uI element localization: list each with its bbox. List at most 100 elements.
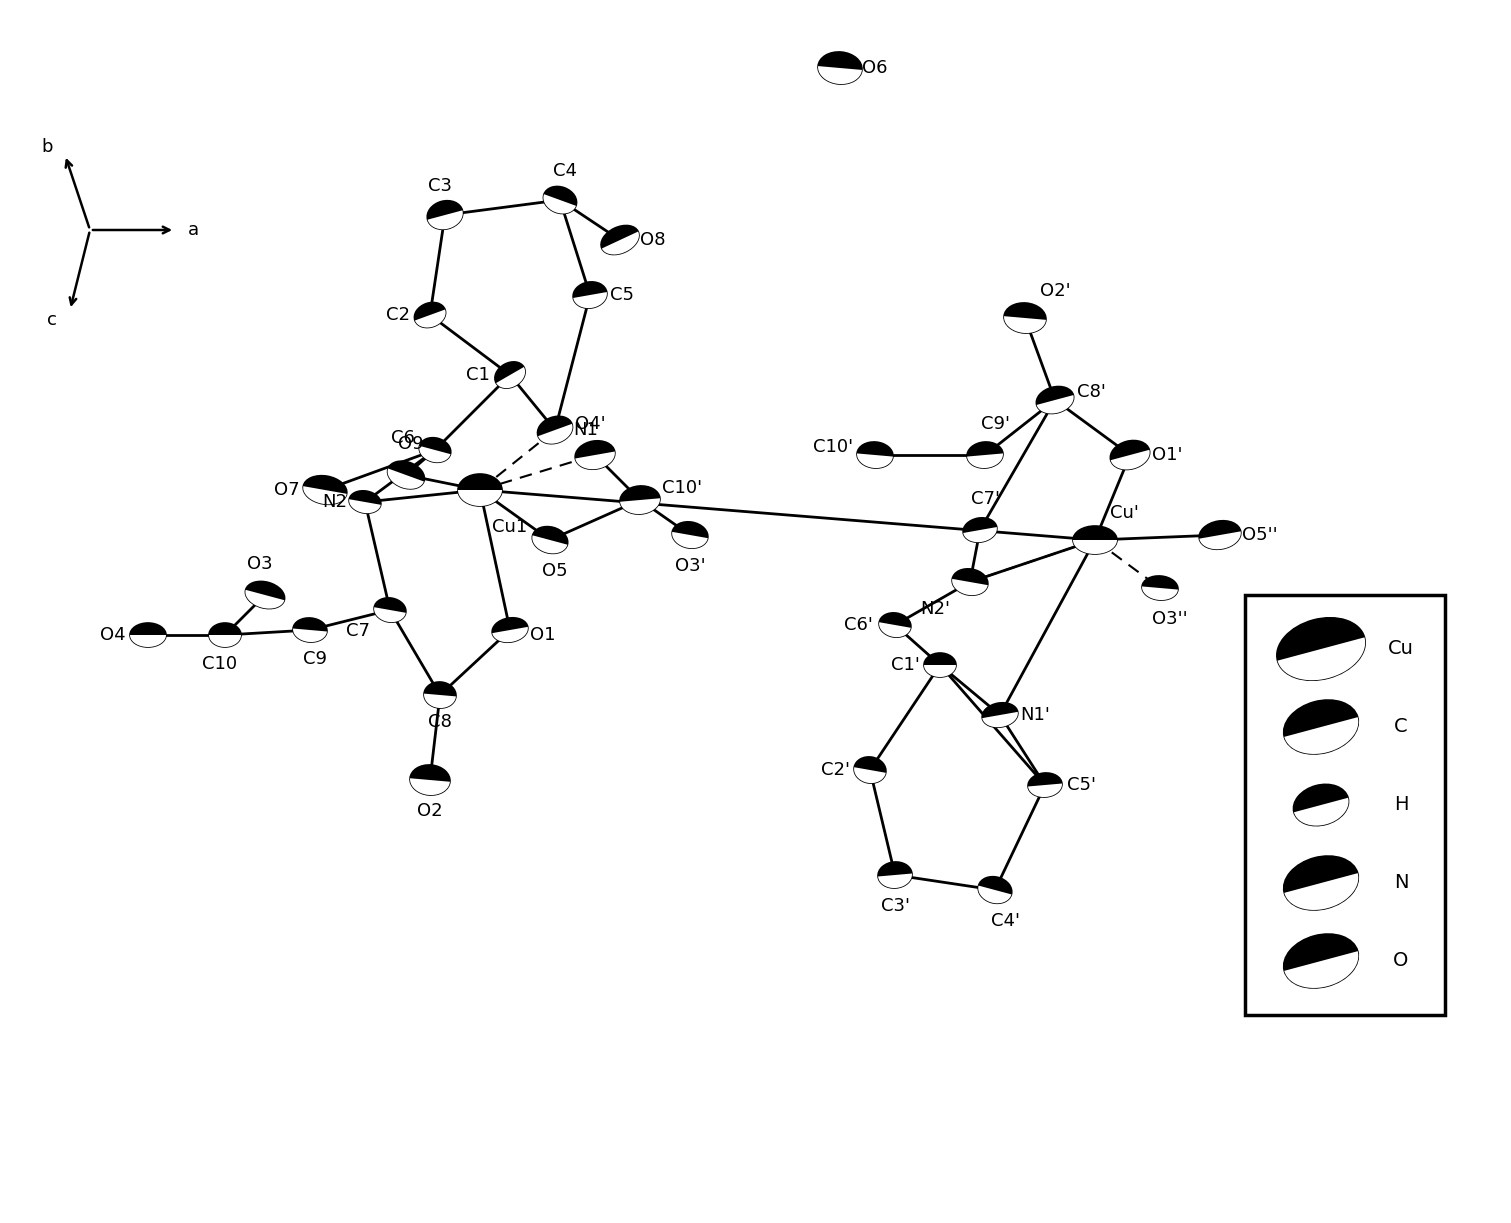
Polygon shape [878, 873, 913, 888]
Polygon shape [1111, 450, 1150, 470]
Polygon shape [496, 367, 526, 388]
Ellipse shape [620, 486, 660, 514]
Text: C: C [1395, 718, 1408, 736]
Polygon shape [854, 767, 885, 783]
Ellipse shape [538, 416, 573, 444]
Text: C5': C5' [1067, 777, 1095, 794]
Ellipse shape [130, 623, 166, 647]
Ellipse shape [576, 440, 615, 470]
Polygon shape [130, 635, 166, 647]
Text: O1': O1' [1151, 446, 1183, 464]
Text: C3': C3' [881, 896, 910, 915]
Text: C6: C6 [391, 429, 416, 446]
Ellipse shape [1277, 618, 1364, 680]
Polygon shape [245, 589, 284, 609]
Text: O2': O2' [1040, 283, 1071, 300]
Bar [1245, 596, 1445, 1015]
Text: C7: C7 [346, 623, 370, 640]
Text: C2': C2' [820, 761, 851, 779]
Text: C8: C8 [428, 713, 452, 731]
Ellipse shape [388, 461, 425, 489]
Polygon shape [879, 623, 911, 637]
Polygon shape [1284, 951, 1358, 988]
Polygon shape [538, 424, 573, 444]
Text: C10: C10 [202, 656, 237, 673]
Text: C9: C9 [304, 649, 326, 668]
Ellipse shape [209, 623, 240, 647]
Polygon shape [375, 608, 406, 623]
Polygon shape [857, 454, 893, 468]
Polygon shape [601, 231, 639, 254]
Text: H: H [1393, 795, 1408, 815]
Ellipse shape [952, 569, 988, 596]
Polygon shape [532, 536, 568, 553]
Ellipse shape [573, 281, 607, 308]
Polygon shape [573, 292, 607, 308]
Ellipse shape [1027, 773, 1062, 797]
Polygon shape [967, 454, 1003, 468]
Polygon shape [1142, 587, 1179, 600]
Ellipse shape [1111, 440, 1150, 470]
Text: c: c [47, 311, 57, 329]
Polygon shape [388, 468, 425, 489]
Ellipse shape [425, 682, 456, 708]
Polygon shape [672, 532, 707, 548]
Ellipse shape [963, 517, 997, 542]
Ellipse shape [1142, 576, 1179, 600]
Polygon shape [817, 66, 861, 84]
Ellipse shape [375, 598, 406, 623]
Polygon shape [544, 194, 576, 214]
Polygon shape [425, 693, 456, 708]
Ellipse shape [1073, 526, 1117, 554]
Polygon shape [409, 778, 450, 795]
Polygon shape [1073, 541, 1117, 554]
Polygon shape [349, 499, 381, 514]
Polygon shape [209, 635, 240, 647]
Polygon shape [293, 629, 326, 642]
Ellipse shape [349, 490, 381, 514]
Polygon shape [493, 627, 527, 642]
Text: O3': O3' [675, 556, 706, 575]
Text: O2: O2 [417, 802, 443, 819]
Ellipse shape [1284, 934, 1358, 988]
Ellipse shape [245, 581, 284, 609]
Ellipse shape [1284, 700, 1358, 753]
Polygon shape [419, 446, 450, 462]
Polygon shape [304, 487, 346, 504]
Text: C4: C4 [553, 161, 577, 180]
Ellipse shape [857, 442, 893, 468]
Text: a: a [187, 221, 198, 238]
Ellipse shape [601, 225, 639, 254]
Text: O5: O5 [542, 563, 568, 580]
Polygon shape [982, 712, 1018, 728]
Ellipse shape [1200, 521, 1241, 549]
Polygon shape [1003, 317, 1046, 333]
Ellipse shape [532, 527, 568, 553]
Ellipse shape [967, 442, 1003, 468]
Ellipse shape [878, 862, 913, 888]
Text: N2': N2' [920, 600, 950, 618]
Ellipse shape [544, 186, 577, 214]
Text: N2: N2 [322, 493, 348, 511]
Polygon shape [1293, 797, 1348, 826]
Polygon shape [952, 578, 988, 596]
Ellipse shape [1284, 856, 1358, 910]
Text: C3: C3 [428, 177, 452, 194]
Polygon shape [1037, 395, 1074, 413]
Ellipse shape [419, 438, 450, 462]
Ellipse shape [982, 703, 1018, 728]
Text: O6: O6 [861, 59, 887, 77]
Ellipse shape [854, 757, 885, 783]
Text: O: O [1393, 951, 1408, 971]
Ellipse shape [978, 877, 1012, 904]
Text: C2: C2 [385, 306, 409, 324]
Text: O7: O7 [275, 481, 301, 499]
Ellipse shape [879, 613, 911, 637]
Polygon shape [1027, 784, 1062, 797]
Text: C7': C7' [970, 490, 999, 508]
Ellipse shape [1037, 386, 1074, 413]
Text: C9': C9' [981, 415, 1009, 433]
Text: Cu: Cu [1389, 640, 1414, 658]
Text: C6': C6' [845, 616, 873, 634]
Text: C5: C5 [610, 286, 635, 305]
